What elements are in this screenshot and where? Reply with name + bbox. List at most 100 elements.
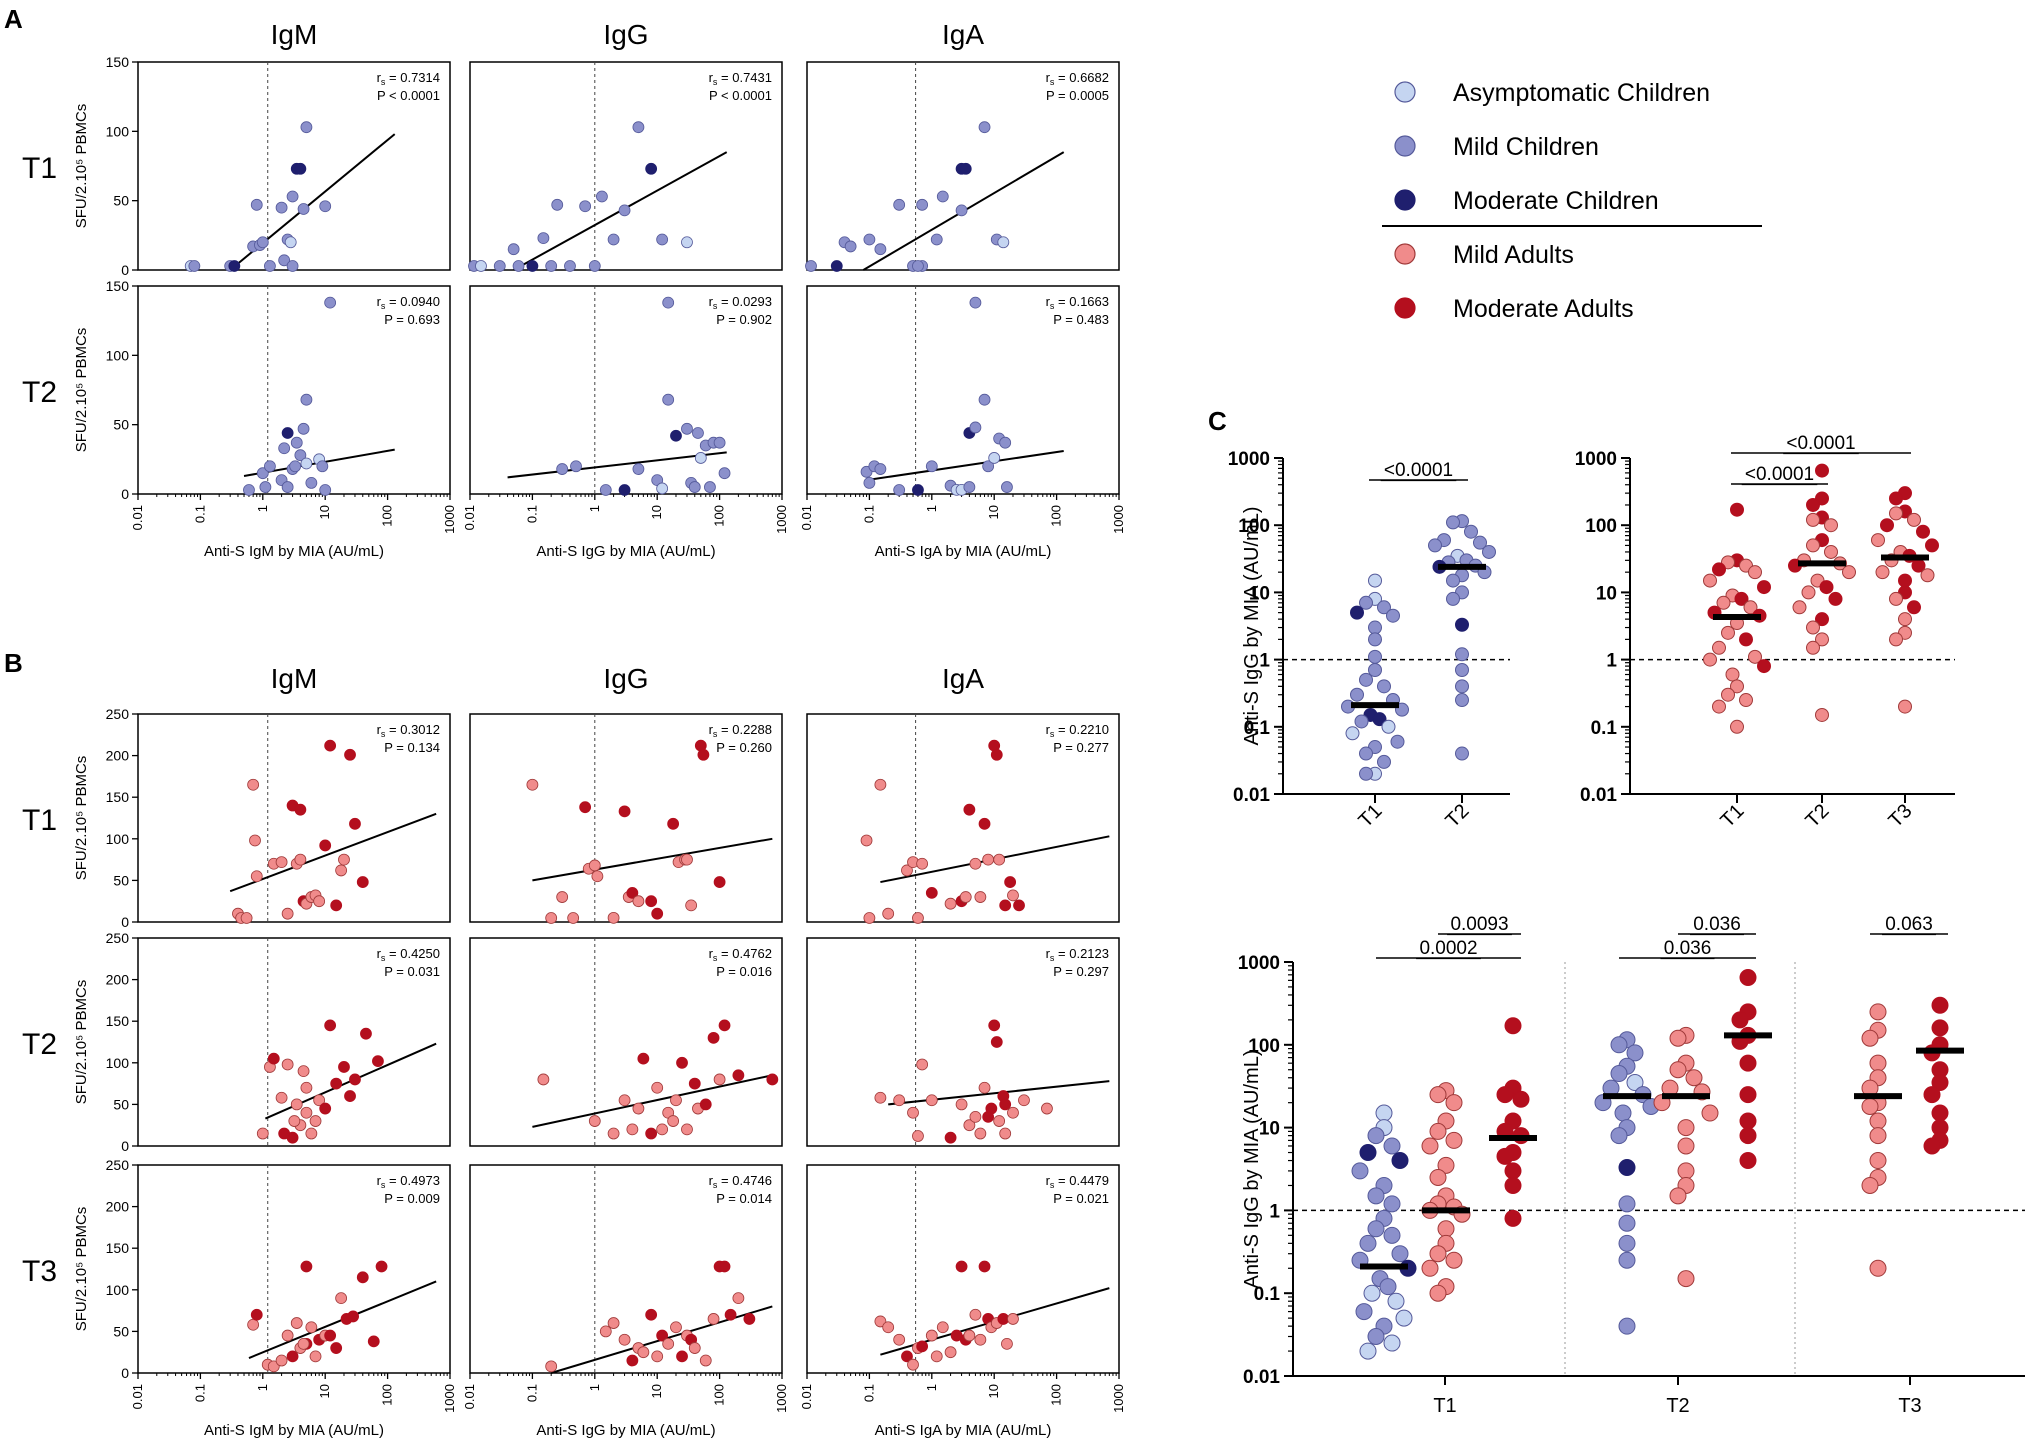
data-point [1931,1104,1949,1122]
data-point [1743,600,1758,615]
data-point [969,857,982,870]
y-tick-label: 1000 [1238,953,1280,974]
data-point [988,452,1001,464]
data-point [1861,1097,1879,1115]
data-point [545,912,558,924]
data-point [907,1106,919,1119]
data-point [1614,1104,1632,1122]
data-point [344,1090,356,1102]
data-point [1806,620,1820,635]
data-point [1421,1137,1439,1155]
data-point [1496,1147,1514,1165]
data-point [944,1131,957,1144]
data-point [974,1333,987,1346]
data-point [1824,544,1838,559]
x-tick-label: T1 [1716,800,1748,832]
data-point [1677,1119,1695,1137]
data-point [1455,647,1469,662]
data-point [1869,1127,1887,1145]
x-tick-label: 100 [380,1384,395,1406]
data-point [645,1308,658,1321]
data-point [993,853,1006,866]
y-tick-label: 1000 [1228,449,1270,470]
data-point [982,460,995,473]
data-point [999,436,1012,449]
data-point [1871,533,1885,548]
data-point [907,1358,919,1371]
data-point [1712,699,1726,714]
column-title-igg: IgG [603,663,648,694]
data-point [713,876,726,888]
y-tick-label: 10 [1259,1119,1280,1140]
data-point [656,1123,669,1136]
y-tick-label: 0 [121,1138,129,1154]
stat-rs: rs = 0.4762 [709,946,772,963]
data-point [1677,1162,1695,1180]
data-point [1925,538,1939,553]
data-point [860,834,873,847]
y-tick-label: 100 [106,1055,130,1071]
y-tick-label: 10 [1249,583,1270,604]
data-point [1018,1094,1030,1107]
stat-p: P = 0.902 [716,312,772,327]
stat-p: P = 0.297 [1053,964,1109,979]
data-point [579,801,592,814]
data-point [1482,544,1496,559]
data-point [978,1081,991,1094]
data-point [676,1350,688,1363]
data-point [863,912,876,924]
plot-frame [469,61,783,271]
data-point [1359,1234,1377,1252]
data-point [718,1019,731,1032]
data-point [1815,612,1829,627]
data-point [863,477,876,489]
data-point [297,203,310,215]
stat-p: P = 0.0005 [1046,88,1109,103]
data-point [1725,667,1740,682]
stat-p: P = 0.031 [384,964,440,979]
data-point [588,859,601,872]
row-label-t1: T1 [22,152,57,185]
data-point [275,201,288,214]
data-point [1618,1214,1636,1232]
data-point [766,1073,779,1086]
x-tick-label: 1000 [1111,505,1126,534]
plot-c-adults: 0.01 0.1 1 10 100 1000 T1 T2 T3 <0.0001 <0.0001 [1575,433,1955,832]
data-point [1748,649,1762,664]
data-point [275,1091,288,1104]
x-tick-label: T3 [1884,800,1916,832]
data-point [1363,1284,1381,1302]
stat-p: P < 0.0001 [709,88,772,103]
fit-line [532,837,773,882]
plot-a-t2-igm: 0 50 100 150 0.01 0.1 1 10 100 1000 Anti-S IgM by … [106,278,457,560]
x-tick-label: 10 [317,505,332,519]
y-tick-label: 100 [106,1282,130,1298]
data-point [618,484,631,496]
data-point [347,1310,360,1323]
data-point [324,296,337,309]
y-tick-label: 0 [121,914,129,930]
panel-label-a: A [4,4,23,34]
data-point [278,254,291,267]
data-point [1880,518,1894,533]
x-axis-label: Anti-S IgA by MIA (AU/mL) [875,1422,1052,1439]
data-point [537,1073,550,1086]
data-point [286,190,299,203]
data-point [367,1335,380,1348]
plot-frame [137,285,451,495]
y-tick-label: 1 [1269,1201,1280,1222]
data-point [704,481,716,493]
fit-line [229,812,437,893]
data-point [1757,659,1771,674]
y-tick-label: 0.01 [1580,785,1617,806]
data-point [316,460,329,473]
stat-rs: rs = 0.0940 [377,294,440,311]
comparison-label: 0.0002 [1419,938,1477,959]
data-point [1739,1152,1757,1170]
data-point [281,907,294,920]
data-point [1869,1152,1887,1170]
data-point [916,198,929,211]
y-tick-label: 150 [106,789,130,805]
